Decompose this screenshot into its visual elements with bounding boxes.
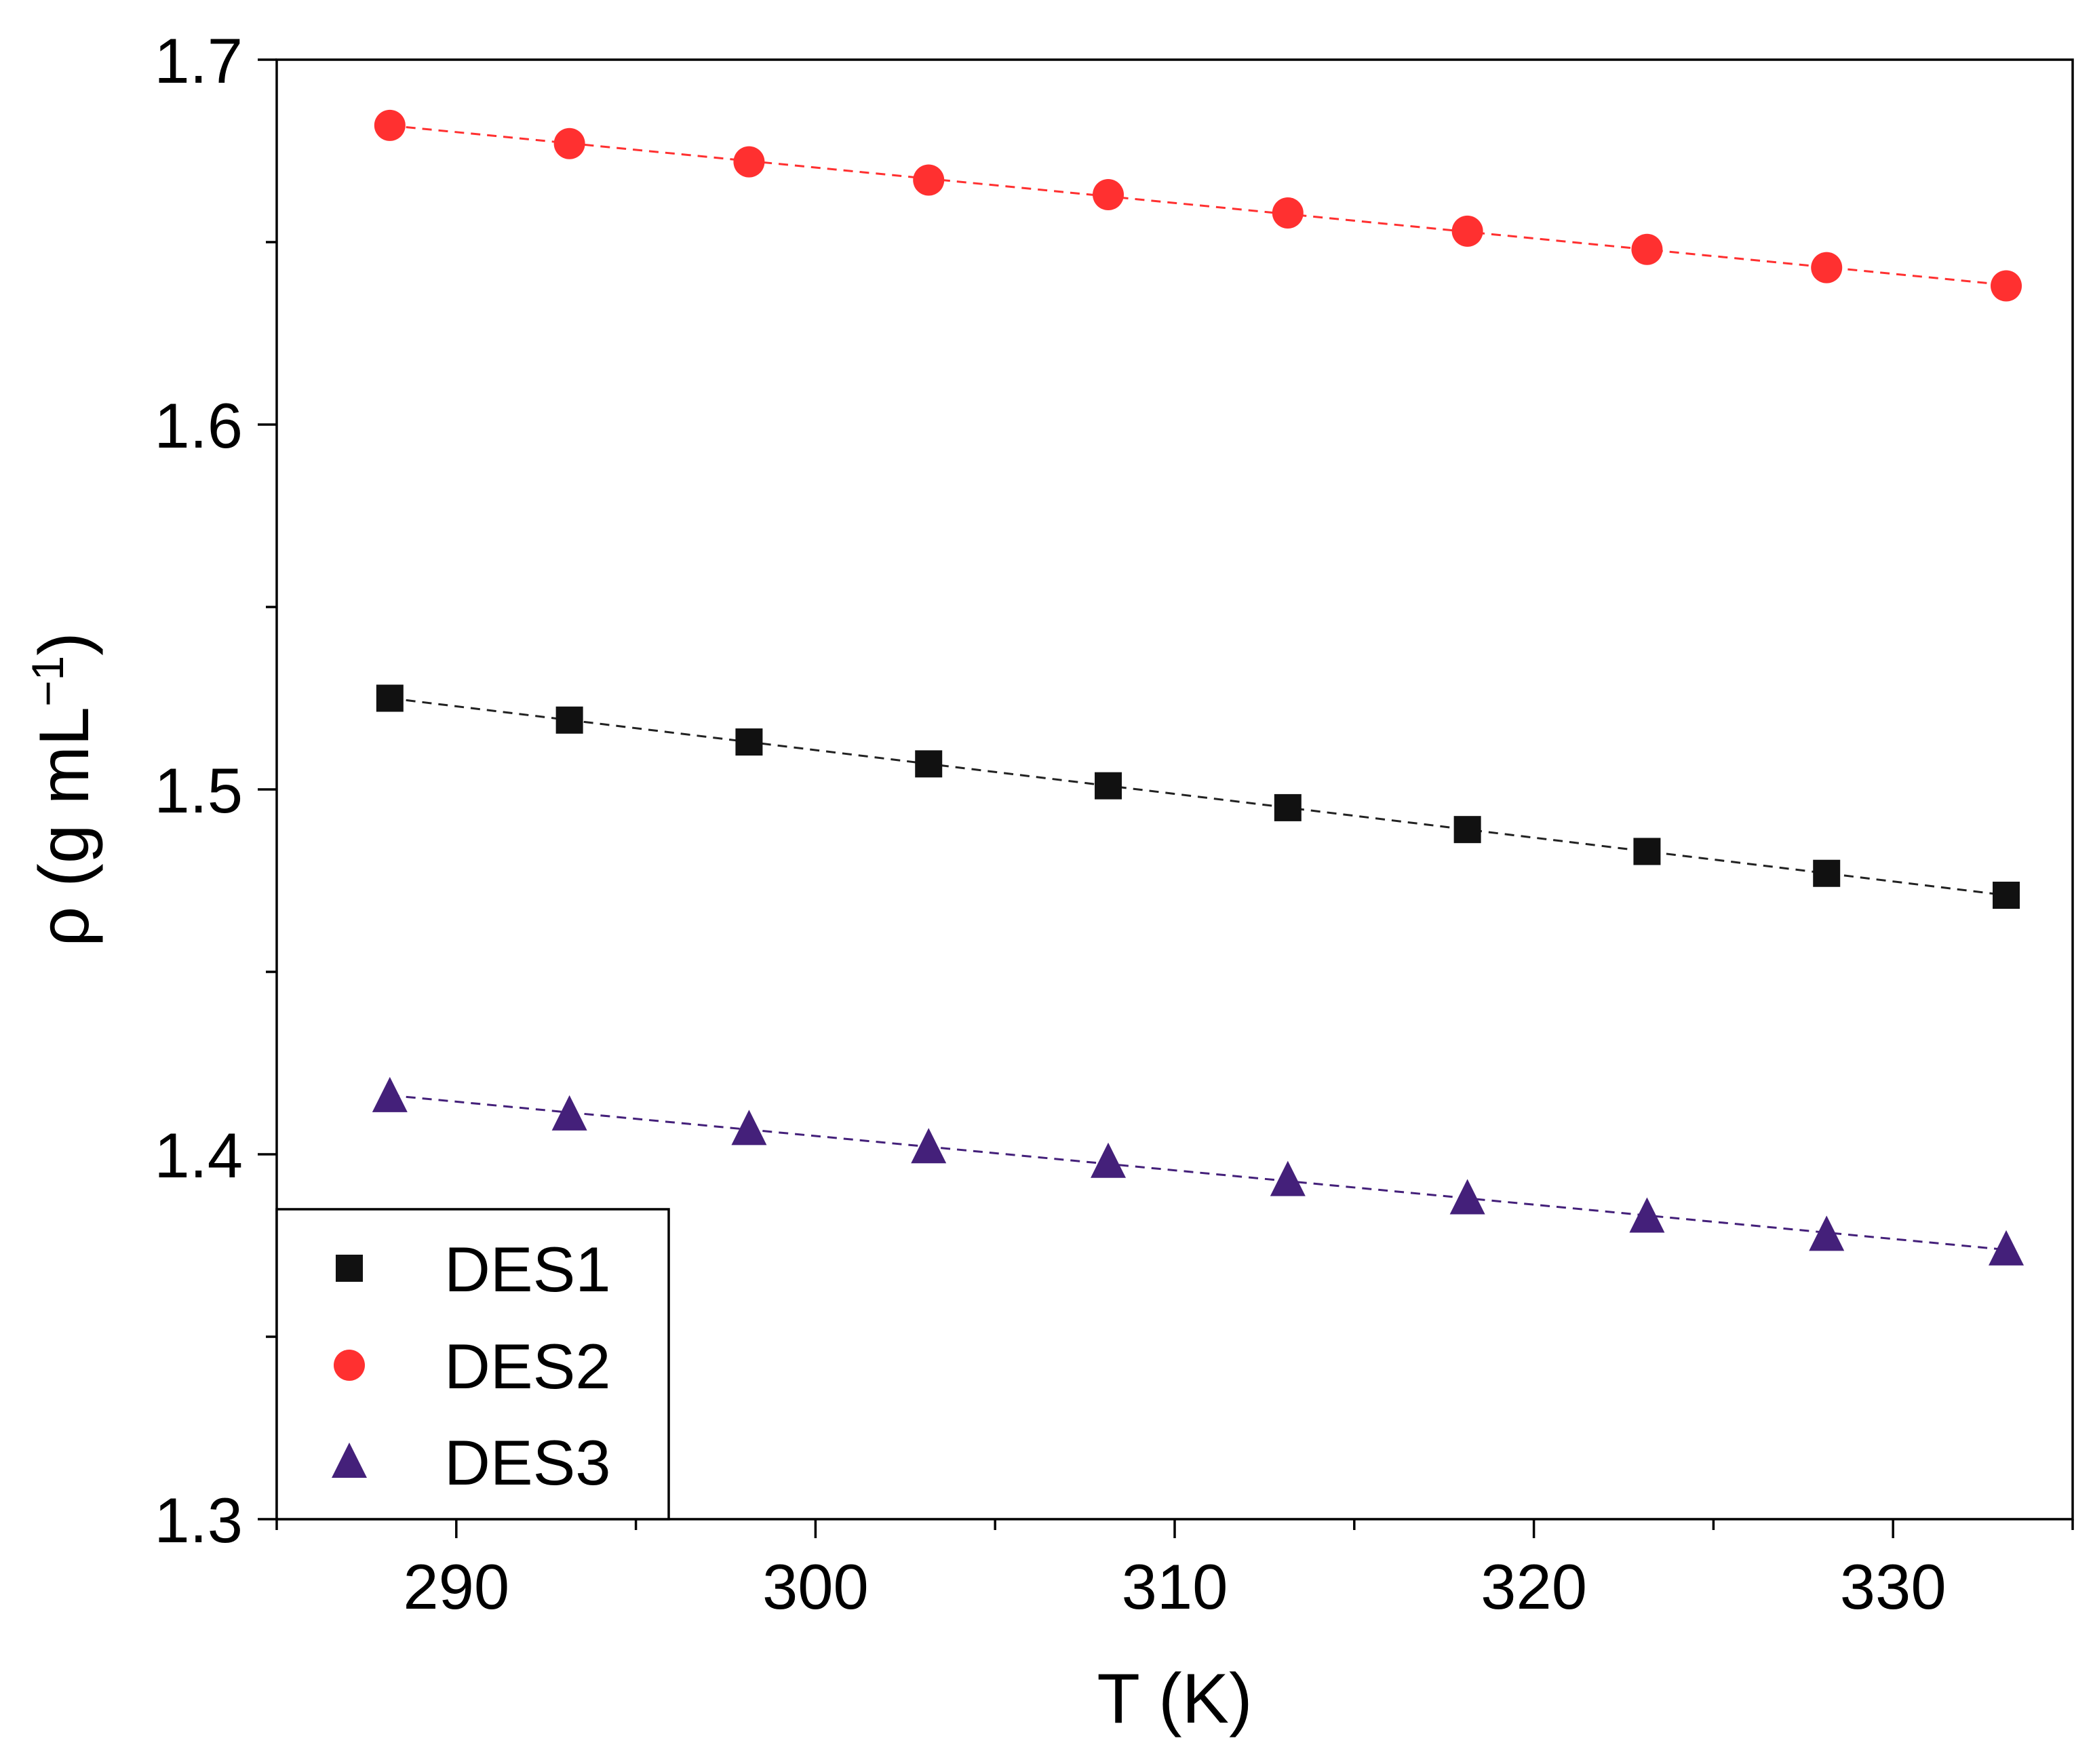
des2-point [1093, 179, 1124, 211]
des3-point [1449, 1179, 1485, 1215]
des3-point [372, 1076, 408, 1112]
des2-point [733, 146, 765, 178]
y-tick-label: 1.5 [154, 755, 243, 826]
des1-point [555, 706, 583, 734]
x-tick-label: 320 [1481, 1551, 1587, 1622]
des3-point [1091, 1142, 1127, 1178]
y-axis-title: ρ (g mL−1) [22, 632, 104, 947]
y-tick-label: 1.6 [154, 390, 243, 461]
x-axis-title: T (K) [1097, 1660, 1252, 1738]
x-tick-label: 330 [1840, 1551, 1947, 1622]
des1-point [1095, 772, 1122, 800]
legend: DES1 DES2 DES3 [275, 1208, 670, 1521]
des3-point [551, 1095, 587, 1131]
axes: 290 300 310 320 330 1.3 1.4 1.5 1.6 1.7 [154, 25, 2074, 1622]
x-tick-label: 290 [403, 1551, 509, 1622]
des3-point [1989, 1230, 2024, 1266]
des2-point [1991, 270, 2022, 302]
des3-point [1270, 1160, 1306, 1196]
x-tick-label: 300 [762, 1551, 869, 1622]
legend-des3-label: DES3 [444, 1427, 611, 1498]
des3-point [1809, 1215, 1845, 1251]
des3-point [731, 1110, 767, 1145]
des1-point [1993, 882, 2020, 909]
des1-point [915, 750, 943, 778]
des2-point [1272, 197, 1304, 229]
data-markers [372, 109, 2024, 1266]
des1-point [1813, 859, 1841, 887]
legend-des2-label: DES2 [444, 1331, 611, 1402]
des2-fit-line [389, 124, 2007, 286]
y-axis-title-superscript: −1 [22, 656, 73, 707]
legend-des1-label: DES1 [444, 1234, 611, 1305]
des2-point [913, 164, 945, 196]
des3-point [1629, 1197, 1665, 1233]
legend-des1-marker [336, 1255, 363, 1282]
y-tick-label: 1.7 [154, 25, 243, 96]
des3-fit-line [389, 1094, 2007, 1251]
y-axis-title-close: ) [25, 632, 104, 656]
des3-point [911, 1128, 947, 1164]
y-tick-label: 1.3 [154, 1485, 243, 1556]
y-axis-title-main: ρ (g mL [25, 707, 104, 947]
des2-point [553, 128, 585, 159]
legend-des3-marker [332, 1443, 367, 1478]
des2-point [1451, 215, 1483, 247]
y-tick-label: 1.4 [154, 1120, 243, 1191]
des1-fit-line [389, 697, 2007, 897]
x-tick-label: 310 [1122, 1551, 1228, 1622]
des2-point [374, 109, 406, 141]
des1-point [1633, 838, 1661, 865]
des2-point [1811, 252, 1843, 283]
des1-point [1453, 816, 1481, 844]
des1-point [376, 684, 404, 712]
fit-lines [389, 124, 2007, 1251]
des1-point [1274, 793, 1302, 821]
legend-des2-marker [334, 1350, 365, 1381]
des2-point [1631, 233, 1663, 265]
des1-point [735, 728, 763, 756]
